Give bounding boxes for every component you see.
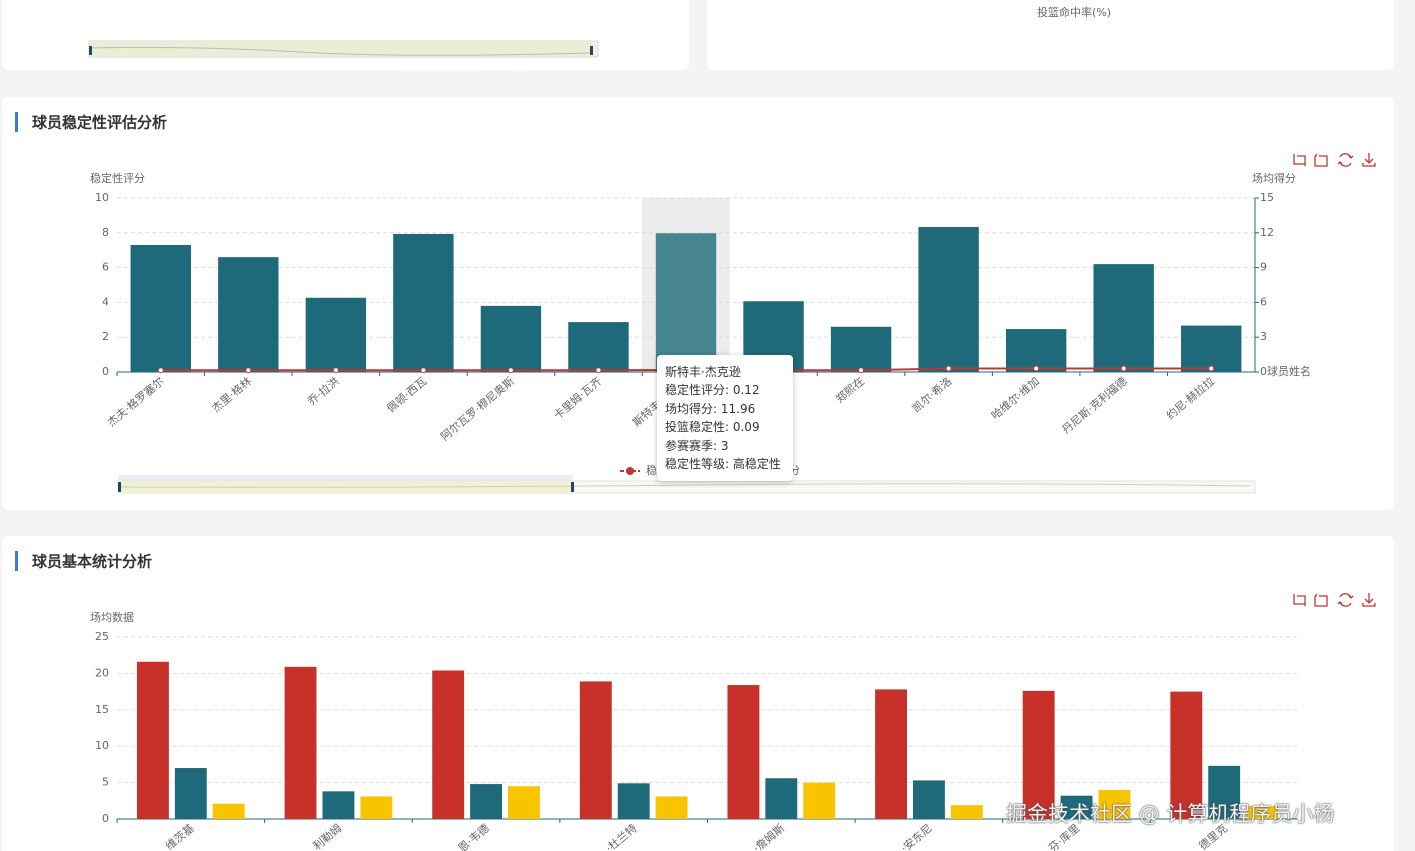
y-tick-label: 10 (95, 739, 109, 752)
bar (508, 786, 540, 819)
section-title: 球员稳定性评估分析 (32, 114, 167, 132)
zoom-reset-tool[interactable] (1314, 593, 1328, 607)
line-point (595, 367, 602, 374)
bar (1098, 789, 1131, 819)
bar (360, 796, 393, 819)
restore-tool[interactable] (1337, 153, 1354, 167)
y-tick-label: 10 (95, 191, 109, 204)
bar (470, 784, 503, 819)
bar (950, 805, 983, 819)
bar (1208, 765, 1241, 819)
save-tool[interactable] (1362, 153, 1376, 167)
y-tick-label: 2 (102, 330, 109, 343)
watermark: 掘金技术社区 @ 计算机程序员小杨 (1006, 802, 1335, 826)
legend-symbol (626, 467, 634, 475)
bar (912, 780, 945, 819)
title-accent (15, 551, 18, 571)
bar (393, 233, 454, 372)
title-accent (15, 112, 18, 132)
y-tick-label: 5 (102, 776, 109, 789)
line-point (1208, 365, 1215, 372)
bar (322, 791, 355, 819)
bar (579, 681, 612, 819)
bar (1093, 264, 1154, 372)
restore-tool[interactable] (1337, 593, 1354, 607)
bar (568, 322, 629, 372)
y2-tick-label: 9 (1260, 261, 1267, 274)
bar (875, 689, 907, 819)
tooltip: 斯特丰·杰克逊 稳定性评分: 0.12 场均得分: 11.96 投篮稳定性: 0… (657, 355, 793, 482)
bar (1060, 795, 1093, 819)
bar (918, 227, 979, 372)
data-zoom-slider[interactable] (88, 40, 599, 58)
toolbox (1293, 153, 1376, 167)
line-point (945, 365, 952, 372)
y2-tick-label: 15 (1260, 191, 1274, 204)
y2-tick-label: 3 (1260, 330, 1267, 343)
line-point (157, 367, 164, 374)
bar (305, 297, 367, 372)
bar (655, 233, 717, 372)
bar (284, 666, 317, 819)
data-zoom-slider[interactable] (117, 475, 1256, 494)
card (707, 0, 1394, 70)
toolbox (1293, 593, 1376, 607)
y-tick-label: 0 (102, 365, 109, 378)
line-point (507, 367, 514, 374)
bar (480, 305, 542, 372)
bar (212, 803, 245, 819)
line-point (1120, 365, 1127, 372)
tooltip-row: 投篮稳定性: 0.09 (665, 420, 760, 435)
bar (727, 685, 760, 819)
bar (1181, 325, 1242, 372)
tooltip-row: 场均得分: 11.96 (665, 401, 756, 416)
y-tick-label: 8 (102, 226, 109, 239)
y-tick-label: 0 (102, 812, 109, 825)
zoom-tool[interactable] (1293, 594, 1306, 606)
line-point (420, 367, 427, 374)
y2-tick-label: 6 (1260, 295, 1267, 308)
axis-label: 投篮命中率(%) (1037, 5, 1111, 19)
x-axis-label: 球员姓名 (1267, 364, 1311, 378)
line-point (858, 367, 865, 374)
card (2, 0, 689, 70)
save-tool[interactable] (1362, 593, 1376, 607)
y-axis-label: 场均数据 (90, 610, 134, 624)
tooltip-row: 稳定性等级: 高稳定性 (665, 457, 781, 472)
bar (1022, 690, 1055, 819)
bar (1005, 329, 1067, 372)
zoom-tool[interactable] (1293, 154, 1306, 166)
bar (765, 778, 798, 819)
y2-tick-label: 0 (1260, 365, 1267, 378)
bar (432, 670, 465, 819)
y-tick-label: 4 (102, 295, 109, 308)
y-tick-label: 20 (95, 666, 109, 679)
bar (830, 326, 892, 372)
y2-tick-label: 12 (1260, 226, 1274, 239)
tooltip-row: 稳定性评分: 0.12 (665, 383, 760, 398)
y-tick-label: 25 (95, 630, 109, 643)
bar (655, 796, 688, 819)
zoom-reset-tool[interactable] (1314, 153, 1328, 167)
bar (218, 257, 279, 372)
bar (617, 783, 650, 819)
tooltip-row: 参赛赛季: 3 (665, 438, 729, 453)
y-tick-label: 6 (102, 261, 109, 274)
bar (1170, 691, 1203, 819)
line-point (332, 367, 339, 374)
y2-axis-label: 场均得分 (1252, 171, 1296, 185)
line-point (1033, 365, 1040, 372)
y-axis-label: 稳定性评分 (90, 171, 145, 185)
bar (174, 768, 207, 819)
bar (130, 244, 191, 372)
bar (1246, 805, 1279, 819)
y-tick-label: 15 (95, 703, 109, 716)
bar (803, 782, 836, 819)
bar (136, 661, 169, 819)
section-title: 球员基本统计分析 (32, 553, 152, 571)
tooltip-title: 斯特丰·杰克逊 (665, 365, 741, 379)
line-point (245, 367, 252, 374)
